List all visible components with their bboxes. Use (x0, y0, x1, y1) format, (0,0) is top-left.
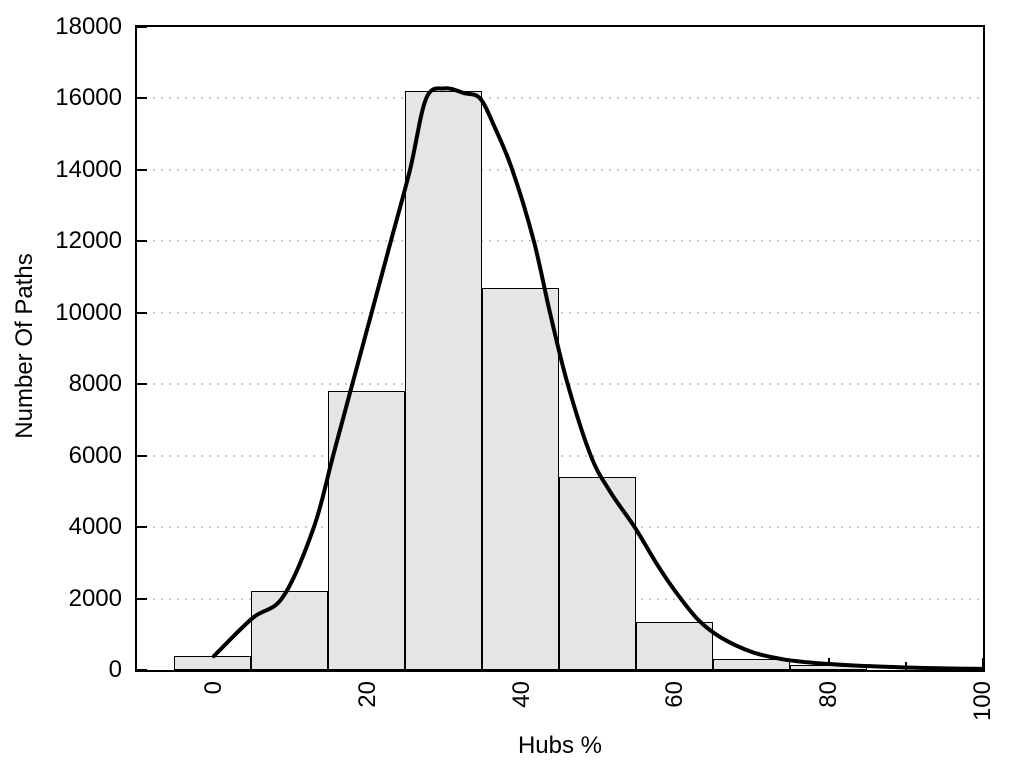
gridline-y-16000 (137, 97, 983, 100)
y-tick-label-16000: 16000 (55, 84, 122, 112)
y-tick-14000 (137, 168, 147, 171)
x-tick-label-text-60: 60 (661, 681, 689, 708)
y-tick-4000 (137, 526, 147, 529)
y-tick-18000 (137, 26, 147, 28)
x-tick-label-40: 40 (507, 681, 537, 708)
y-tick-16000 (137, 97, 147, 100)
y-tick-label-10000: 10000 (55, 298, 122, 326)
x-tick-label-text-80: 80 (815, 681, 843, 708)
gridline-y-10000 (137, 311, 983, 314)
y-tick-label-12000: 12000 (55, 227, 122, 255)
y-tick-label-6000: 6000 (68, 441, 122, 469)
y-tick-0 (137, 669, 147, 671)
x-tick-label-text-40: 40 (507, 681, 535, 708)
histogram-bar-bin-60 (635, 621, 713, 670)
x-tick-label-20: 20 (353, 681, 383, 708)
histogram-bar-bin-50 (559, 477, 636, 670)
histogram-bar-bin-0 (174, 655, 252, 670)
x-tick-label-80: 80 (815, 681, 844, 708)
y-tick-label-0: 0 (108, 656, 122, 683)
x-tick-label-0: 0 (200, 681, 227, 705)
y-tick-10000 (137, 311, 147, 314)
x-major-tick-100 (982, 658, 984, 670)
y-tick-label-18000: 18000 (55, 13, 122, 40)
plot-area (135, 25, 985, 672)
gridline-y-6000 (137, 454, 983, 457)
gridline-y-12000 (137, 240, 983, 243)
y-tick-2000 (137, 597, 147, 600)
histogram-bar-bin-30 (405, 91, 483, 670)
histogram-bar-bin-80 (789, 664, 867, 670)
gridline-y-14000 (137, 168, 983, 171)
y-tick-label-8000: 8000 (68, 370, 122, 398)
x-tick-label-text-20: 20 (353, 681, 381, 708)
y-tick-label-14000: 14000 (55, 155, 122, 183)
y-tick-label-4000: 4000 (68, 513, 122, 541)
x-tick-label-text-100: 100 (969, 681, 996, 722)
x-minor-tick-90 (905, 662, 908, 670)
histogram-bar-bin-20 (328, 391, 406, 670)
y-tick-12000 (137, 240, 147, 243)
y-tick-8000 (137, 383, 147, 386)
x-tick-label-text-0: 0 (199, 681, 227, 695)
x-tick-label-100: 100 (969, 681, 1011, 721)
x-tick-label-60: 60 (661, 681, 690, 708)
x-axis-title: Hubs % (517, 732, 603, 759)
histogram-bar-bin-70 (712, 659, 790, 670)
gridline-y-8000 (137, 383, 983, 386)
histogram-bar-bin-10 (251, 591, 329, 670)
histogram-bar-bin-40 (482, 287, 559, 670)
y-axis-title-text: Number Of Paths (11, 253, 38, 439)
y-tick-6000 (137, 454, 147, 457)
y-tick-label-2000: 2000 (68, 584, 122, 612)
